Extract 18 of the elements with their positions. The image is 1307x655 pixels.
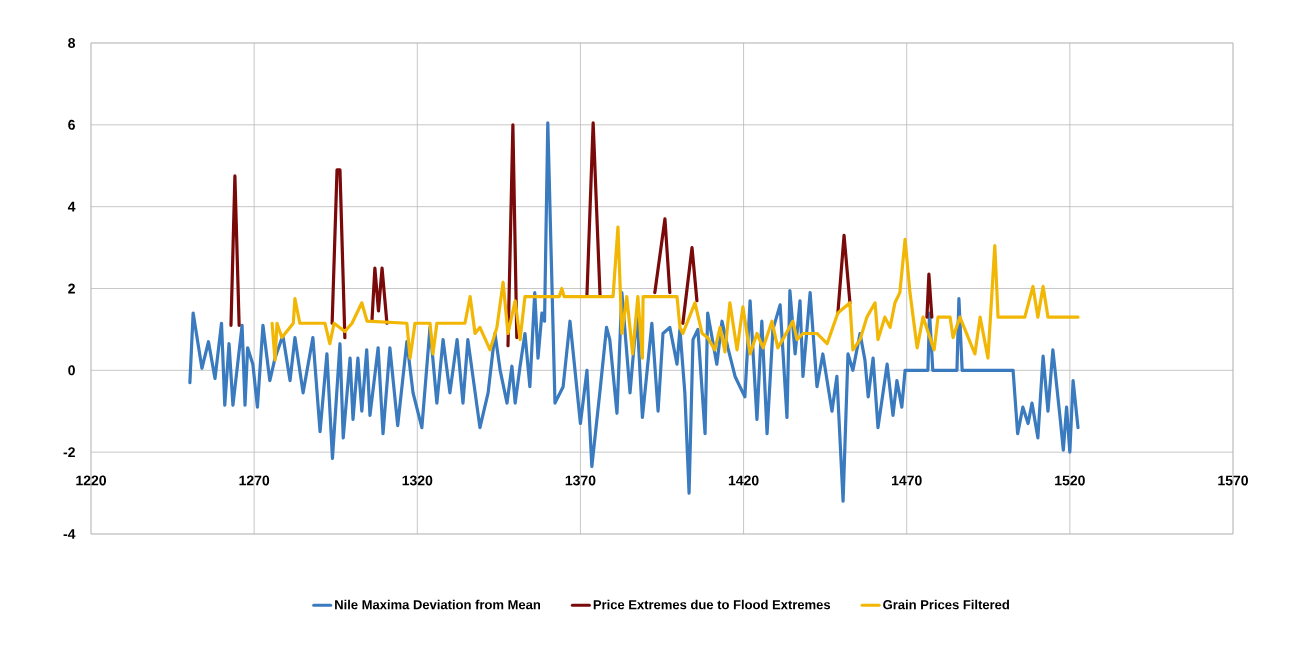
y-tick-label: 0 <box>68 365 75 376</box>
y-tick-label: 4 <box>67 201 76 212</box>
x-tick-label: 1370 <box>565 475 596 486</box>
x-tick-label: 1520 <box>1055 475 1085 486</box>
legend-label: Nile Maxima Deviation from Mean <box>335 599 541 610</box>
y-tick-label: -2 <box>63 447 75 458</box>
legend-label: Grain Prices Filtered <box>883 599 1009 610</box>
x-tick-label: 1270 <box>239 475 270 486</box>
x-tick-label: 1420 <box>728 475 759 486</box>
x-tick-label: 1220 <box>76 475 106 486</box>
y-tick-label: 6 <box>68 119 75 130</box>
x-tick-label: 1570 <box>1218 475 1248 486</box>
x-tick-label: 1320 <box>402 475 433 486</box>
y-tick-label: 8 <box>68 38 76 48</box>
y-tick-label: 2 <box>68 283 75 294</box>
y-tick-label: -4 <box>63 529 76 539</box>
legend-label: Price Extremes due to Flood Extremes <box>593 599 831 610</box>
x-tick-label: 1470 <box>892 475 922 486</box>
